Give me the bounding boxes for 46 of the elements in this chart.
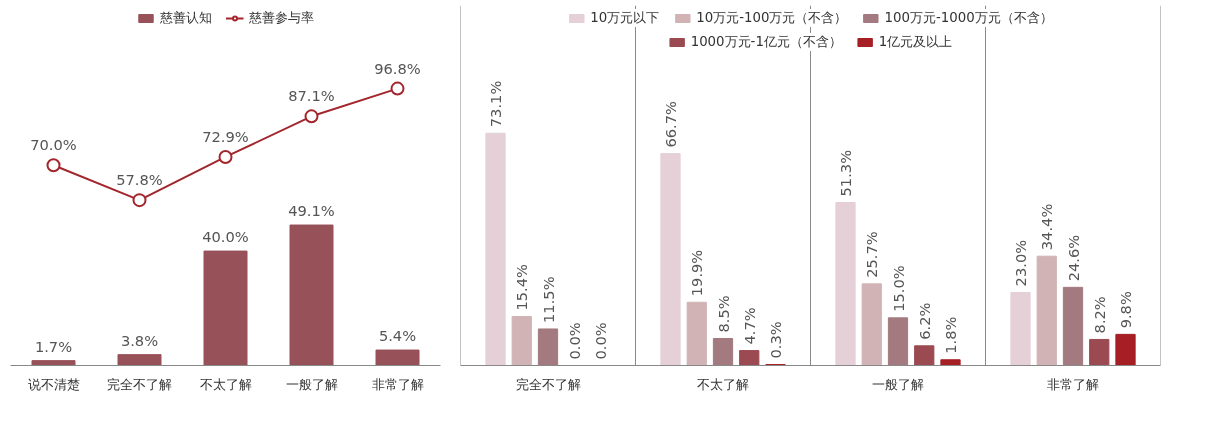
x-tick-label: 不太了解 bbox=[697, 376, 749, 392]
x-tick-label: 说不清楚 bbox=[27, 376, 80, 392]
data-label: 8.2% bbox=[1090, 296, 1108, 334]
data-label: 72.9% bbox=[202, 127, 249, 145]
data-label: 15.4% bbox=[513, 263, 531, 311]
data-label: 24.6% bbox=[1064, 234, 1082, 282]
data-label: 23.0% bbox=[1012, 239, 1029, 287]
data-label: 0.0% bbox=[565, 322, 583, 360]
legend-label: 慈善认知 bbox=[159, 9, 212, 27]
legend-label: 100万元-1000万元（不含） bbox=[884, 9, 1053, 27]
data-label: 3.8% bbox=[120, 331, 159, 349]
data-label: 5.4% bbox=[378, 327, 417, 345]
x-tick-label: 一般了解 bbox=[285, 376, 338, 392]
data-label: 8.5% bbox=[714, 295, 732, 333]
x-tick-label: 不太了解 bbox=[199, 376, 252, 392]
data-label: 70.0% bbox=[30, 136, 77, 154]
data-label: 96.8% bbox=[374, 59, 421, 77]
x-tick-label: 完全不了解 bbox=[107, 376, 172, 392]
legend-label: 10万元以下 bbox=[590, 9, 660, 27]
data-label: 49.1% bbox=[288, 202, 335, 220]
legend-label: 1亿元及以上 bbox=[878, 33, 953, 51]
data-label: 51.3% bbox=[837, 149, 854, 197]
data-label: 0.3% bbox=[767, 321, 784, 359]
data-label: 9.8% bbox=[1117, 291, 1134, 329]
data-label: 15.0% bbox=[889, 265, 907, 312]
data-label: 11.5% bbox=[539, 276, 557, 323]
data-label: 66.7% bbox=[662, 100, 679, 148]
legend-label: 1000万元-1亿元（不含） bbox=[690, 33, 842, 51]
x-tick-label: 非常了解 bbox=[1047, 376, 1099, 392]
data-label: 19.9% bbox=[688, 249, 706, 297]
x-tick-label: 完全不了解 bbox=[515, 376, 581, 392]
data-label: 1.7% bbox=[34, 337, 73, 355]
x-tick-label: 非常了解 bbox=[371, 376, 424, 392]
data-label: 6.2% bbox=[915, 302, 933, 340]
legend-label: 10万元-100万元（不含） bbox=[696, 9, 848, 27]
data-label: 40.0% bbox=[202, 228, 249, 246]
data-label: 87.1% bbox=[288, 87, 335, 105]
data-label: 4.7% bbox=[740, 307, 758, 345]
legend-label: 慈善参与率 bbox=[248, 9, 314, 27]
data-label: 1.8% bbox=[942, 316, 959, 354]
data-label: 25.7% bbox=[863, 231, 881, 278]
data-label: 73.1% bbox=[487, 80, 504, 128]
data-label: 0.0% bbox=[592, 322, 609, 360]
data-label: 57.8% bbox=[116, 171, 163, 189]
data-label: 34.4% bbox=[1038, 203, 1056, 251]
x-tick-label: 一般了解 bbox=[872, 376, 924, 392]
